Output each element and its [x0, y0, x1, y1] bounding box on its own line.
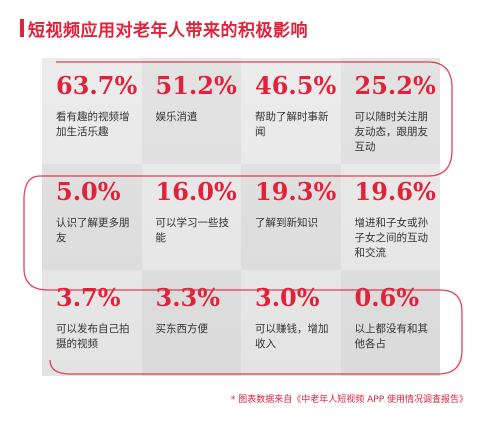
stat-cell: 63.7% 看有趣的视频增加生活乐趣 — [42, 58, 142, 164]
stat-cell: 46.5% 帮助了解时事新闻 — [241, 58, 341, 164]
stat-cell: 19.3% 了解到新知识 — [241, 164, 341, 270]
stat-label: 以上都没有和其他各占 — [354, 323, 429, 350]
stat-cell: 25.2% 可以随时关注朋友动态，跟朋友互动 — [341, 58, 441, 164]
source-footnote: * 图表数据来自《中老年人短视频 APP 使用情况调查报告》 — [230, 395, 468, 405]
chart-title: 短视频应用对老年人带来的积极影响 — [28, 21, 308, 41]
stat-label: 认识了解更多朋友 — [56, 217, 130, 244]
stat-cell: 0.6% 以上都没有和其他各占 — [341, 270, 441, 376]
stat-cell: 16.0% 可以学习一些技能 — [142, 164, 242, 270]
stat-cell: 51.2% 娱乐消遣 — [142, 58, 242, 164]
stat-value: 5.0% — [56, 177, 121, 206]
stat-value: 19.6% — [354, 177, 436, 206]
stat-label: 可以赚钱，增加收入 — [255, 323, 329, 350]
stat-label: 可以随时关注朋友动态，跟朋友互动 — [354, 111, 429, 153]
stat-cell: 3.0% 可以赚钱，增加收入 — [241, 270, 341, 376]
stat-value: 51.2% — [155, 71, 237, 100]
stat-value: 3.7% — [56, 283, 121, 312]
stat-label: 帮助了解时事新闻 — [255, 111, 329, 138]
stat-label: 买东西方便 — [155, 323, 209, 335]
stat-label: 娱乐消遣 — [155, 111, 198, 123]
stat-value: 46.5% — [255, 71, 337, 100]
stat-cell: 5.0% 认识了解更多朋友 — [42, 164, 142, 270]
stats-grid: 63.7% 看有趣的视频增加生活乐趣 51.2% 娱乐消遣 46.5% 帮助了解时事新闻 2… — [42, 58, 440, 376]
stat-cell: 3.7% 可以发布自己拍摄的视频 — [42, 270, 142, 376]
stat-cell: 19.6% 增进和子女或孙子女之间的互动和交流 — [341, 164, 441, 270]
stat-value: 0.6% — [354, 283, 420, 312]
title-accent-bar — [20, 19, 24, 37]
stat-value: 25.2% — [354, 71, 436, 100]
stat-cell: 3.3% 买东西方便 — [142, 270, 242, 376]
stat-label: 增进和子女或孙子女之间的互动和交流 — [354, 217, 429, 259]
stat-label: 可以学习一些技能 — [155, 217, 230, 244]
stat-value: 19.3% — [255, 177, 337, 206]
stat-label: 可以发布自己拍摄的视频 — [56, 323, 130, 350]
stat-label: 了解到新知识 — [255, 217, 318, 229]
stat-value: 3.3% — [155, 283, 221, 312]
stat-value: 16.0% — [155, 177, 237, 206]
stat-label: 看有趣的视频增加生活乐趣 — [56, 111, 130, 138]
stat-value: 63.7% — [56, 71, 138, 100]
stat-value: 3.0% — [255, 283, 320, 312]
